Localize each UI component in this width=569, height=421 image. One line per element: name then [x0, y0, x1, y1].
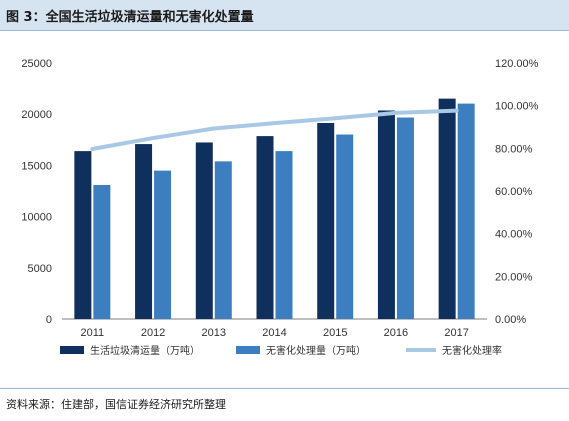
collection-volume-bar [135, 144, 153, 319]
chart-canvas: 0 5000 10000 15000 20000 25000 0.00% 20.00% 40.… [21, 58, 539, 357]
treatment-volume-bar [275, 151, 293, 319]
left-axis-tick-label: 10000 [21, 212, 52, 224]
right-axis-tick-label: 60.00% [495, 186, 533, 198]
chart-title: 图 3：全国生活垃圾清运量和无害化处置量 [6, 10, 254, 25]
right-axis-tick-label: 20.00% [495, 271, 533, 283]
category-label: 2016 [384, 327, 408, 339]
source-divider [0, 388, 569, 389]
category-label: 2015 [323, 327, 347, 339]
category-label: 2011 [81, 327, 105, 339]
title-bar: 图 3：全国生活垃圾清运量和无害化处置量 [0, 0, 569, 31]
legend-label: 无害化处理率 [442, 344, 502, 357]
left-axis-tick-label: 15000 [21, 160, 52, 172]
legend-swatch [60, 346, 84, 354]
legend-label: 生活垃圾清运量（万吨） [90, 344, 200, 357]
legend-item-collection: 生活垃圾清运量（万吨） [60, 344, 200, 357]
collection-volume-bar [74, 151, 92, 319]
collection-volume-bar [317, 122, 335, 319]
treatment-volume-bar [336, 134, 354, 319]
treatment-volume-bar [93, 184, 111, 319]
category-label: 2017 [444, 327, 468, 339]
collection-volume-bar [195, 142, 213, 319]
category-label: 2013 [202, 327, 226, 339]
right-axis-tick-label: 40.00% [495, 229, 533, 241]
left-axis-tick-label: 20000 [21, 109, 52, 121]
legend-item-rate: 无害化处理率 [406, 344, 502, 357]
category-label: 2014 [262, 327, 286, 339]
source-note: 资料来源：住建部，国信证券经济研究所整理 [6, 398, 226, 411]
left-axis-tick-label: 0 [46, 314, 52, 326]
category-labels: 2011 2012 2013 2014 2015 2016 2017 [81, 327, 469, 339]
collection-volume-bar [438, 98, 456, 319]
right-axis-tick-label: 0.00% [495, 314, 526, 326]
legend-swatch [236, 346, 260, 354]
treatment-volume-bar [214, 161, 232, 319]
right-axis-tick-label: 100.00% [495, 101, 539, 113]
collection-volume-bar [256, 136, 274, 319]
left-axis-tick-label: 25000 [21, 58, 52, 70]
legend: 生活垃圾清运量（万吨） 无害化处理量（万吨） 无害化处理率 [60, 344, 502, 357]
rate-line-group [90, 108, 459, 151]
treatment-volume-bar [154, 170, 172, 319]
bars-group [74, 98, 475, 319]
legend-item-treatment: 无害化处理量（万吨） [236, 344, 366, 357]
collection-volume-bar [377, 110, 395, 319]
treatment-volume-bar [396, 117, 414, 319]
right-axis-ticks: 0.00% 20.00% 40.00% 60.00% 80.00% 100.00% 120.… [495, 58, 539, 326]
left-axis-ticks: 0 5000 10000 15000 20000 25000 [21, 58, 52, 326]
left-axis-tick-label: 5000 [28, 263, 52, 275]
treatment-volume-bar [457, 103, 475, 319]
right-axis-tick-label: 120.00% [495, 58, 539, 70]
legend-label: 无害化处理量（万吨） [266, 344, 366, 357]
category-label: 2012 [141, 327, 165, 339]
right-axis-tick-label: 80.00% [495, 143, 533, 155]
treatment-rate-line [90, 108, 459, 151]
